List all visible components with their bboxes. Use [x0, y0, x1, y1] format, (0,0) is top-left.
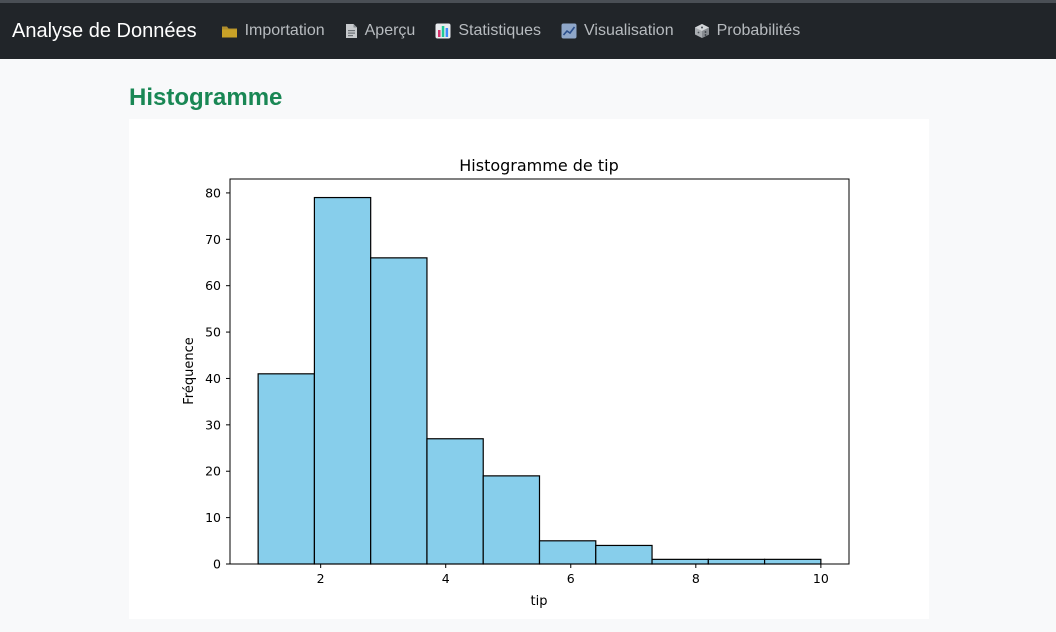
nav-item-label: Aperçu [364, 22, 416, 39]
navbar: Analyse de Données Importation Aperçu [0, 3, 1056, 59]
nav-item-label: Visualisation [584, 22, 674, 39]
section-title: Histogramme [129, 84, 283, 111]
bar-chart-icon [435, 23, 451, 39]
nav-item-label: Probabilités [716, 22, 801, 39]
histogram-bar [257, 373, 316, 565]
x-axis-label: tip [531, 594, 548, 609]
page-icon [345, 24, 357, 38]
y-tick-label: 20 [205, 464, 221, 479]
histogram-bar [651, 558, 709, 565]
histogram-bar [538, 540, 597, 565]
bar-group [257, 196, 822, 565]
histogram-bar [763, 558, 822, 565]
x-tick-label: 6 [567, 571, 575, 586]
nav-item-probabilites[interactable]: Probabilités [684, 22, 811, 40]
histogram-bar [707, 558, 766, 565]
y-tick-label: 60 [205, 278, 221, 293]
nav-item-label: Statistiques [458, 22, 542, 39]
histogram-bar [482, 475, 541, 565]
navbar-brand[interactable]: Analyse de Données [12, 19, 197, 42]
histogram-bar [595, 544, 653, 565]
nav-item-visualisation[interactable]: Visualisation [551, 22, 684, 40]
y-axis-label: Fréquence [182, 337, 197, 404]
x-tick-label: 10 [813, 571, 829, 586]
y-tick-label: 10 [205, 510, 221, 525]
nav-item-importation[interactable]: Importation [211, 22, 335, 40]
die-icon [694, 24, 709, 38]
histogram-bar [370, 257, 428, 565]
histogram-chart: Histogramme de tip 2 4 6 8 10 0 10 20 30 40 50 60 7… [182, 156, 850, 609]
y-tick-label: 50 [205, 325, 221, 340]
histogram-bar [313, 196, 372, 565]
x-tick-label: 4 [442, 571, 450, 586]
nav-item-label: Importation [244, 22, 325, 39]
y-tick-group: 0 10 20 30 40 50 60 70 80 [205, 185, 230, 572]
x-tick-group: 2 4 6 8 10 [317, 564, 829, 586]
x-tick-label: 8 [692, 571, 700, 586]
line-chart-icon [561, 23, 577, 39]
x-tick-label: 2 [317, 571, 325, 586]
histogram-bar [426, 438, 484, 565]
y-tick-label: 70 [205, 232, 221, 247]
y-tick-label: 40 [205, 371, 221, 386]
nav-item-apercu[interactable]: Aperçu [335, 22, 426, 40]
y-tick-label: 80 [205, 185, 221, 200]
chart-title: Histogramme de tip [459, 156, 618, 175]
chart-card: Histogramme de tip 2 4 6 8 10 0 10 20 30 40 50 60 7… [129, 119, 929, 619]
y-tick-label: 0 [213, 557, 221, 572]
folder-icon [221, 26, 237, 37]
window-top-border [0, 0, 1056, 3]
nav-item-statistiques[interactable]: Statistiques [425, 22, 551, 40]
plot-frame [229, 178, 850, 565]
nav-menu: Importation Aperçu Statistiques [211, 22, 811, 40]
y-tick-label: 30 [205, 417, 221, 432]
